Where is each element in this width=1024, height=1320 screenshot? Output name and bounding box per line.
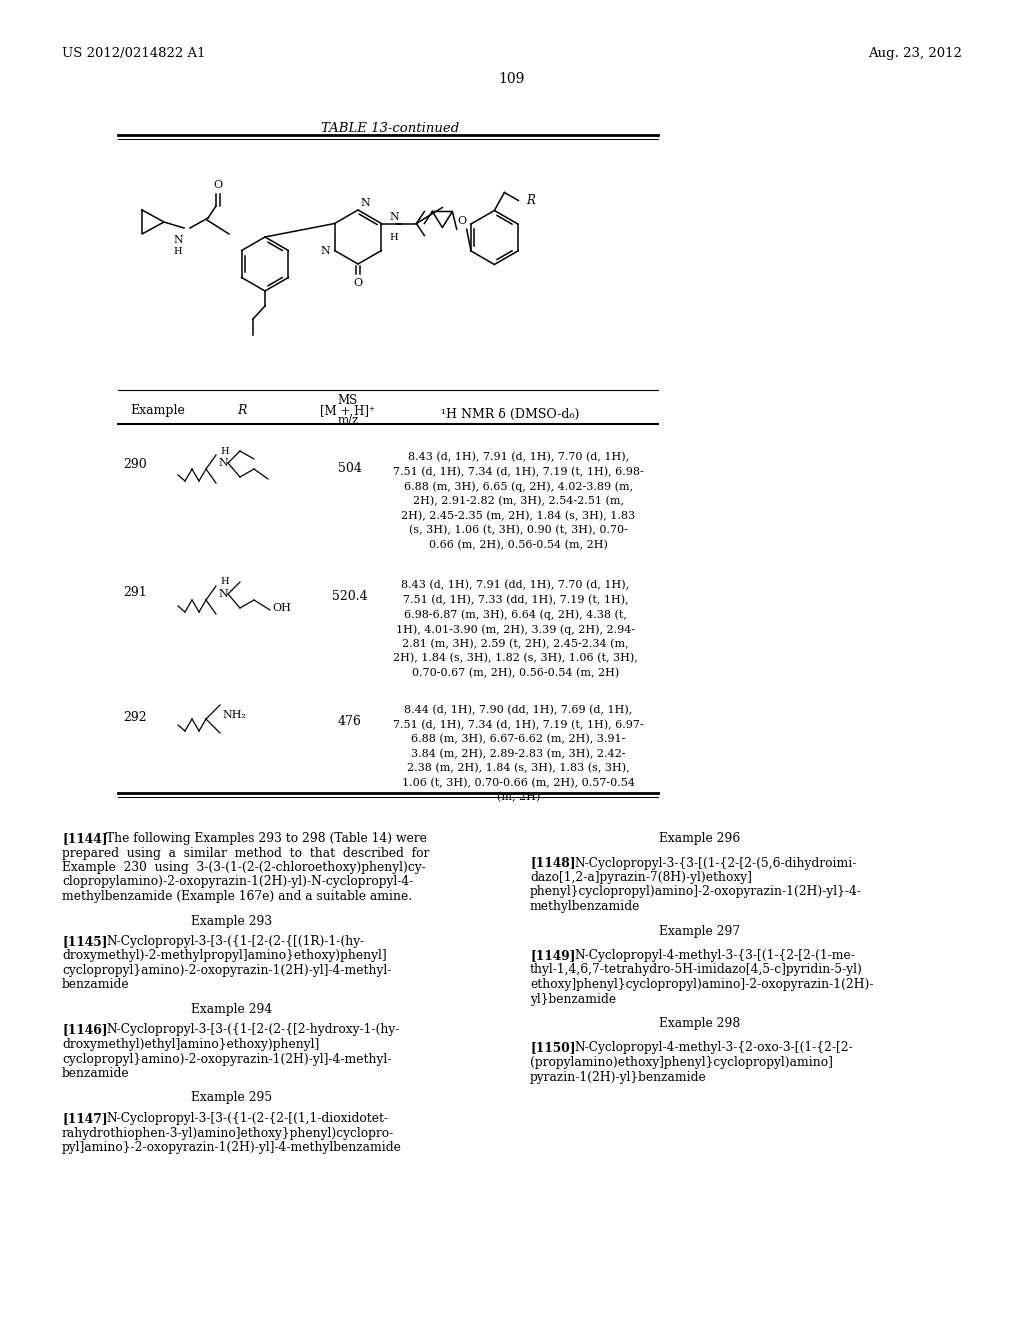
Text: thyl-1,4,6,7-tetrahydro-5H-imidazo[4,5-c]pyridin-5-yl): thyl-1,4,6,7-tetrahydro-5H-imidazo[4,5-c… <box>530 964 863 977</box>
Text: R: R <box>526 194 536 207</box>
Text: N-Cyclopropyl-4-methyl-3-{2-oxo-3-[(1-{2-[2-: N-Cyclopropyl-4-methyl-3-{2-oxo-3-[(1-{2… <box>574 1041 853 1055</box>
Text: [1150]: [1150] <box>530 1041 575 1055</box>
Text: [1146]: [1146] <box>62 1023 108 1036</box>
Text: O: O <box>213 180 222 190</box>
Text: NH₂: NH₂ <box>222 710 246 719</box>
Text: 8.43 (d, 1H), 7.91 (dd, 1H), 7.70 (d, 1H),
7.51 (d, 1H), 7.33 (dd, 1H), 7.19 (t,: 8.43 (d, 1H), 7.91 (dd, 1H), 7.70 (d, 1H… <box>393 579 638 678</box>
Text: dazo[1,2-a]pyrazin-7(8H)-yl)ethoxy]: dazo[1,2-a]pyrazin-7(8H)-yl)ethoxy] <box>530 871 752 884</box>
Text: ¹H NMR δ (DMSO-d₆): ¹H NMR δ (DMSO-d₆) <box>440 408 580 421</box>
Text: yl}benzamide: yl}benzamide <box>530 993 616 1006</box>
Text: droxymethyl)-2-methylpropyl]amino}ethoxy)phenyl]: droxymethyl)-2-methylpropyl]amino}ethoxy… <box>62 949 387 962</box>
Text: rahydrothiophen-3-yl)amino]ethoxy}phenyl)cyclopro-: rahydrothiophen-3-yl)amino]ethoxy}phenyl… <box>62 1126 394 1139</box>
Text: N: N <box>321 246 331 256</box>
Text: R: R <box>237 404 247 417</box>
Text: benzamide: benzamide <box>62 978 130 991</box>
Text: droxymethyl)ethyl]amino}ethoxy)phenyl]: droxymethyl)ethyl]amino}ethoxy)phenyl] <box>62 1038 319 1051</box>
Text: cyclopropyl}amino)-2-oxopyrazin-1(2H)-yl]-4-methyl-: cyclopropyl}amino)-2-oxopyrazin-1(2H)-yl… <box>62 964 391 977</box>
Text: methylbenzamide: methylbenzamide <box>530 900 640 913</box>
Text: MS: MS <box>338 393 358 407</box>
Text: Aug. 23, 2012: Aug. 23, 2012 <box>868 48 962 59</box>
Text: Example  230  using  3-(3-(1-(2-(2-chloroethoxy)phenyl)cy-: Example 230 using 3-(3-(1-(2-(2-chloroet… <box>62 861 426 874</box>
Text: [1144]: [1144] <box>62 832 108 845</box>
Text: H: H <box>220 446 228 455</box>
Text: TABLE 13-continued: TABLE 13-continued <box>321 121 459 135</box>
Text: H: H <box>174 248 182 256</box>
Text: Example 294: Example 294 <box>191 1003 272 1016</box>
Text: m/z: m/z <box>337 414 358 426</box>
Text: Example 296: Example 296 <box>659 832 740 845</box>
Text: The following Examples 293 to 298 (Table 14) were: The following Examples 293 to 298 (Table… <box>106 832 427 845</box>
Text: N-Cyclopropyl-3-{3-[(1-{2-[2-(5,6-dihydroimi-: N-Cyclopropyl-3-{3-[(1-{2-[2-(5,6-dihydr… <box>574 857 856 870</box>
Text: 8.44 (d, 1H), 7.90 (dd, 1H), 7.69 (d, 1H),
7.51 (d, 1H), 7.34 (d, 1H), 7.19 (t, : 8.44 (d, 1H), 7.90 (dd, 1H), 7.69 (d, 1H… <box>393 705 644 803</box>
Text: 504: 504 <box>338 462 361 475</box>
Text: (propylamino)ethoxy]phenyl}cyclopropyl)amino]: (propylamino)ethoxy]phenyl}cyclopropyl)a… <box>530 1056 833 1069</box>
Text: 8.43 (d, 1H), 7.91 (d, 1H), 7.70 (d, 1H),
7.51 (d, 1H), 7.34 (d, 1H), 7.19 (t, 1: 8.43 (d, 1H), 7.91 (d, 1H), 7.70 (d, 1H)… <box>393 451 644 549</box>
Text: Example 298: Example 298 <box>659 1016 740 1030</box>
Text: [1148]: [1148] <box>530 857 575 870</box>
Text: N: N <box>360 198 370 209</box>
Text: Example: Example <box>130 404 185 417</box>
Text: 291: 291 <box>123 586 146 599</box>
Text: [1149]: [1149] <box>530 949 575 962</box>
Text: [M + H]⁺: [M + H]⁺ <box>321 404 376 417</box>
Text: N-Cyclopropyl-3-[3-({1-[2-(2-{[2-hydroxy-1-(hy-: N-Cyclopropyl-3-[3-({1-[2-(2-{[2-hydroxy… <box>106 1023 399 1036</box>
Text: 476: 476 <box>338 715 361 729</box>
Text: N-Cyclopropyl-4-methyl-3-{3-[(1-{2-[2-(1-me-: N-Cyclopropyl-4-methyl-3-{3-[(1-{2-[2-(1… <box>574 949 855 962</box>
Text: N: N <box>218 458 227 469</box>
Text: prepared  using  a  similar  method  to  that  described  for: prepared using a similar method to that … <box>62 846 429 859</box>
Text: 292: 292 <box>123 711 146 723</box>
Text: Example 297: Example 297 <box>659 924 740 937</box>
Text: H: H <box>389 232 398 242</box>
Text: methylbenzamide (Example 167e) and a suitable amine.: methylbenzamide (Example 167e) and a sui… <box>62 890 412 903</box>
Text: N: N <box>218 589 227 599</box>
Text: US 2012/0214822 A1: US 2012/0214822 A1 <box>62 48 206 59</box>
Text: OH: OH <box>272 603 291 612</box>
Text: Example 295: Example 295 <box>191 1092 272 1105</box>
Text: O: O <box>353 279 362 288</box>
Text: Example 293: Example 293 <box>191 915 272 928</box>
Text: [1147]: [1147] <box>62 1111 108 1125</box>
Text: pyl]amino}-2-oxopyrazin-1(2H)-yl]-4-methylbenzamide: pyl]amino}-2-oxopyrazin-1(2H)-yl]-4-meth… <box>62 1140 401 1154</box>
Text: cyclopropyl}amino)-2-oxopyrazin-1(2H)-yl]-4-methyl-: cyclopropyl}amino)-2-oxopyrazin-1(2H)-yl… <box>62 1052 391 1065</box>
Text: clopropylamino)-2-oxopyrazin-1(2H)-yl)-N-cyclopropyl-4-: clopropylamino)-2-oxopyrazin-1(2H)-yl)-N… <box>62 875 414 888</box>
Text: O: O <box>457 216 466 226</box>
Text: 109: 109 <box>499 73 525 86</box>
Text: [1145]: [1145] <box>62 935 108 948</box>
Text: phenyl}cyclopropyl)amino]-2-oxopyrazin-1(2H)-yl}-4-: phenyl}cyclopropyl)amino]-2-oxopyrazin-1… <box>530 886 862 899</box>
Text: N: N <box>389 211 399 222</box>
Text: pyrazin-1(2H)-yl}benzamide: pyrazin-1(2H)-yl}benzamide <box>530 1071 707 1084</box>
Text: H: H <box>220 578 228 586</box>
Text: 520.4: 520.4 <box>332 590 368 603</box>
Text: N-Cyclopropyl-3-[3-({1-(2-{2-[(1,1-dioxidotet-: N-Cyclopropyl-3-[3-({1-(2-{2-[(1,1-dioxi… <box>106 1111 388 1125</box>
Text: N: N <box>173 235 183 246</box>
Text: ethoxy]phenyl}cyclopropyl)amino]-2-oxopyrazin-1(2H)-: ethoxy]phenyl}cyclopropyl)amino]-2-oxopy… <box>530 978 873 991</box>
Text: 290: 290 <box>123 458 146 471</box>
Text: benzamide: benzamide <box>62 1067 130 1080</box>
Text: N-Cyclopropyl-3-[3-({1-[2-(2-{[(1R)-1-(hy-: N-Cyclopropyl-3-[3-({1-[2-(2-{[(1R)-1-(h… <box>106 935 365 948</box>
